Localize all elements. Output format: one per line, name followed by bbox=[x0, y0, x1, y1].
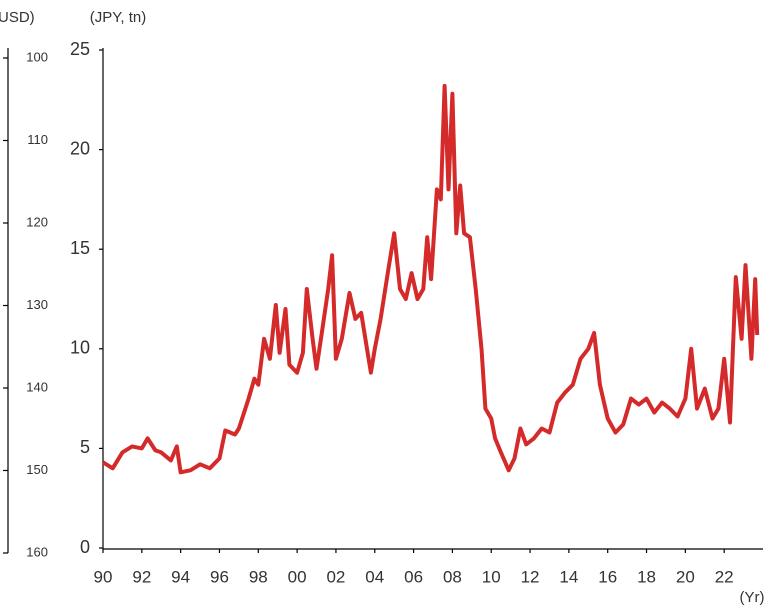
y-tick-label: 5 bbox=[80, 437, 90, 457]
x-tick-label: 06 bbox=[404, 567, 423, 586]
y-tick-label: 25 bbox=[70, 39, 90, 59]
y-axis-label: (JPY, tn) bbox=[90, 9, 146, 26]
y-tick-label: 15 bbox=[70, 238, 90, 258]
line-series bbox=[101, 83, 760, 475]
y2-tick-label: 130 bbox=[26, 297, 48, 312]
x-tick-label: 20 bbox=[676, 567, 695, 586]
x-tick-label: 18 bbox=[637, 567, 656, 586]
x-tick-label: 08 bbox=[443, 567, 462, 586]
y-tick-label: 10 bbox=[70, 338, 90, 358]
x-tick-label: 96 bbox=[210, 567, 229, 586]
x-tick-label: 12 bbox=[521, 567, 540, 586]
x-tick-label: 02 bbox=[326, 567, 345, 586]
y2-tick-label: 120 bbox=[26, 214, 48, 229]
x-tick-label: 00 bbox=[288, 567, 307, 586]
y2-tick-label: 100 bbox=[26, 49, 48, 64]
x-tick-label: 94 bbox=[171, 567, 190, 586]
y2-tick-label: 150 bbox=[26, 462, 48, 477]
x-tick-label: 22 bbox=[715, 567, 734, 586]
x-tick-label: 90 bbox=[94, 567, 113, 586]
y-tick-label: 20 bbox=[70, 138, 90, 158]
x-tick-label: 14 bbox=[559, 567, 578, 586]
x-axis-label: (Yr) bbox=[740, 589, 765, 606]
x-tick-label: 16 bbox=[598, 567, 617, 586]
x-tick-label: 10 bbox=[482, 567, 501, 586]
y-tick-label: 0 bbox=[80, 537, 90, 557]
x-tick-label: 04 bbox=[365, 567, 384, 586]
y2-tick-label: 110 bbox=[27, 132, 48, 147]
x-tick-label: 92 bbox=[132, 567, 151, 586]
x-tick-label: 98 bbox=[249, 567, 268, 586]
y2-tick-label: 140 bbox=[26, 379, 48, 394]
y2-axis-label: USD) bbox=[0, 9, 35, 26]
y2-tick-label: 160 bbox=[26, 544, 48, 559]
